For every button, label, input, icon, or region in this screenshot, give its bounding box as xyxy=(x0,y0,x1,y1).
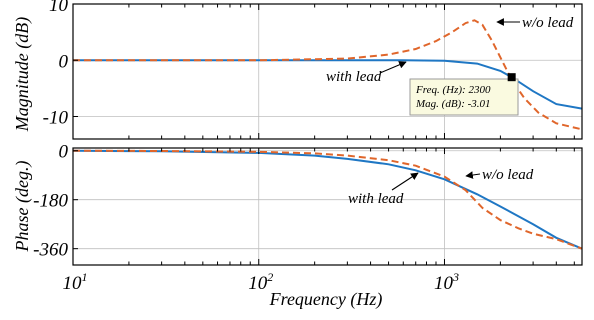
x-tick-label: 101 xyxy=(63,270,88,294)
phase-y-axis-label: Phase (deg.) xyxy=(12,161,33,253)
y-tick-label: 0 xyxy=(59,51,69,72)
y-tick-label: -360 xyxy=(33,240,68,261)
phase-plot-frame xyxy=(72,147,583,266)
frequency-x-axis-label: Frequency (Hz) xyxy=(269,289,383,310)
annotation-arrow xyxy=(465,171,481,179)
magnitude-panel: 10 0 -10 w/o lead with lead Freq. (Hz): 2300… xyxy=(12,0,583,140)
y-tick-label: 0 xyxy=(59,142,69,163)
annotation-label: w/o lead xyxy=(482,167,534,183)
x-tick-label: 102 xyxy=(248,270,273,294)
phase-panel: 0 -180 -360 101 102 103 w/o lead with lead Pha… xyxy=(12,142,583,310)
annotation-arrow xyxy=(379,61,407,74)
datatip-marker[interactable] xyxy=(507,73,516,82)
datatip-line: Freq. (Hz): 2300 xyxy=(415,84,491,96)
series-line-without-lead xyxy=(72,149,583,250)
series-line-without-lead xyxy=(73,19,583,131)
annotation-arrow xyxy=(391,172,419,191)
y-tick-label: -180 xyxy=(33,191,68,212)
x-tick-label: 103 xyxy=(434,270,459,294)
annotation-label: with lead xyxy=(326,69,382,85)
annotation-label: with lead xyxy=(348,191,404,207)
datatip-line: Mag. (dB): -3.01 xyxy=(415,98,491,110)
y-tick-label: 10 xyxy=(49,0,69,16)
annotation-label: w/o lead xyxy=(522,15,574,31)
y-tick-label: -10 xyxy=(43,108,69,129)
magnitude-plot-frame xyxy=(72,3,583,140)
datatip-box xyxy=(409,78,519,116)
magnitude-y-axis-label: Magnitude (dB) xyxy=(12,17,33,132)
